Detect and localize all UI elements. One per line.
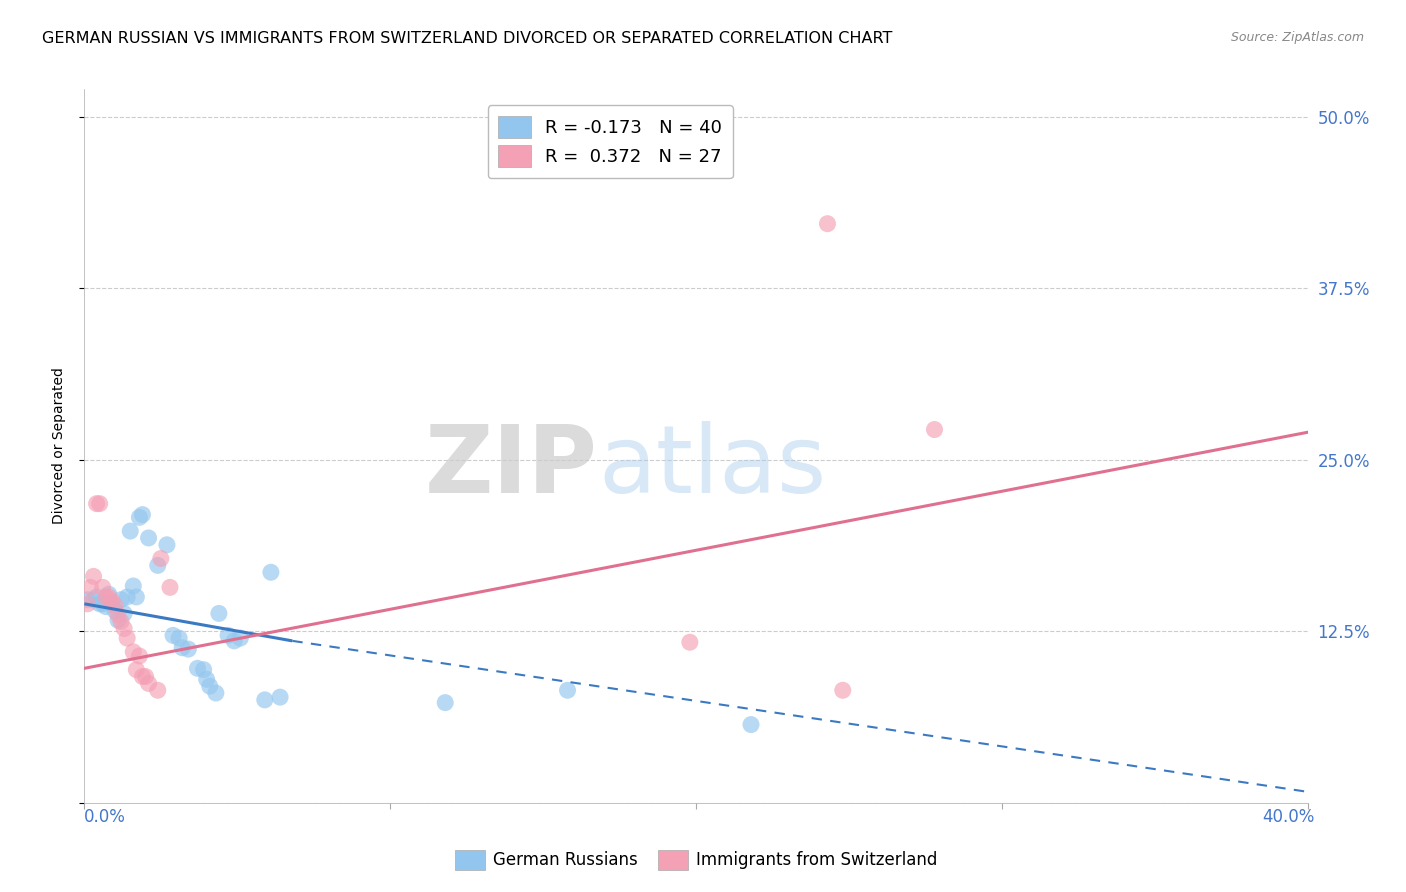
Point [94,599,117,614]
Point [79,580,101,594]
Point [91,597,114,611]
Point [224,633,246,648]
Point [107,607,129,622]
Point [122,579,145,593]
Point [89,597,111,611]
Point [122,645,145,659]
Point [125,663,148,677]
Point [83,592,105,607]
Point [260,566,283,580]
Point [138,531,160,545]
Point [208,607,231,621]
Point [186,661,208,675]
Point [104,598,127,612]
Point [269,690,291,705]
Point [159,580,181,594]
Point [253,693,276,707]
Point [115,590,138,604]
Point [131,508,153,522]
Point [89,497,111,511]
Point [115,631,138,645]
Point [101,597,124,611]
Legend: German Russians, Immigrants from Switzerland: German Russians, Immigrants from Switzer… [449,843,943,877]
Point [177,642,200,657]
Point [128,510,150,524]
Point [101,594,124,608]
Point [831,683,853,698]
Point [94,590,117,604]
Point [817,217,839,231]
Point [97,590,120,604]
Point [172,640,194,655]
Point [557,683,579,698]
Point [110,592,132,607]
Point [83,569,105,583]
Text: 0.0%: 0.0% [84,808,127,826]
Point [128,648,150,663]
Point [679,635,702,649]
Point [156,538,179,552]
Point [195,673,218,687]
Y-axis label: Divorced or Separated: Divorced or Separated [52,368,66,524]
Point [112,607,135,621]
Text: GERMAN RUSSIAN VS IMMIGRANTS FROM SWITZERLAND DIVORCED OR SEPARATED CORRELATION : GERMAN RUSSIAN VS IMMIGRANTS FROM SWITZE… [42,31,893,46]
Point [86,497,108,511]
Point [740,717,762,731]
Text: atlas: atlas [598,421,827,514]
Point [104,604,127,618]
Point [229,631,252,645]
Point [193,663,215,677]
Point [76,597,98,611]
Point [167,631,190,645]
Point [135,669,157,683]
Point [97,587,120,601]
Point [217,628,239,642]
Point [110,615,132,629]
Point [924,423,946,437]
Point [138,676,160,690]
Point [146,683,169,698]
Point [198,679,221,693]
Point [112,622,135,636]
Text: 40.0%: 40.0% [1263,808,1315,826]
Point [125,590,148,604]
Point [131,669,153,683]
Point [205,686,228,700]
Point [434,696,457,710]
Point [162,628,184,642]
Point [146,558,169,573]
Text: ZIP: ZIP [425,421,598,514]
Point [76,592,98,607]
Point [86,590,108,604]
Point [91,580,114,594]
Point [107,613,129,627]
Point [149,551,172,566]
Point [120,524,142,538]
Text: Source: ZipAtlas.com: Source: ZipAtlas.com [1230,31,1364,45]
